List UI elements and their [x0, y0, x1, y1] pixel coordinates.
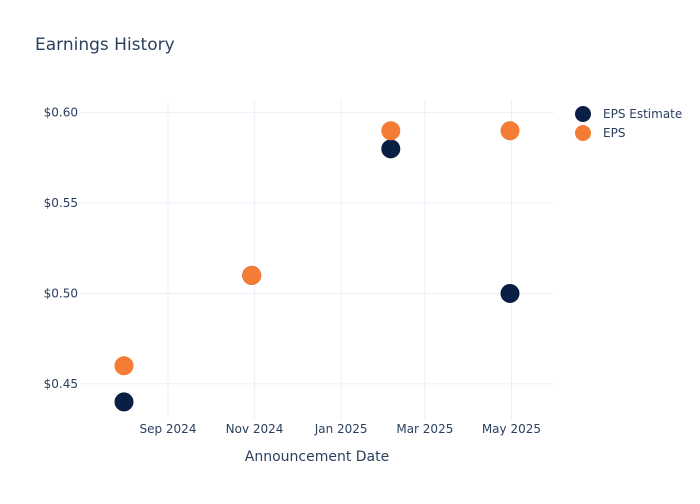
y-tick-label: $0.45 [44, 377, 78, 391]
y-tick-label: $0.50 [44, 286, 78, 300]
x-tick-label: May 2025 [482, 422, 541, 436]
axis-layer: Sep 2024 Nov 2024 Jan 2025 Mar 2025 May 2025… [44, 106, 541, 436]
legend-label: EPS Estimate [603, 107, 682, 121]
legend[interactable]: EPS Estimate EPS [575, 106, 682, 141]
legend-item-eps[interactable]: EPS [575, 125, 625, 141]
eps-estimate-point[interactable] [381, 139, 401, 159]
eps-estimate-point[interactable] [114, 392, 134, 412]
x-tick-label: Sep 2024 [139, 422, 196, 436]
eps-point[interactable] [114, 356, 134, 376]
grid-layer [80, 100, 554, 420]
eps-point[interactable] [242, 265, 262, 285]
y-tick-label: $0.60 [44, 106, 78, 120]
x-axis-title: Announcement Date [245, 449, 389, 465]
x-tick-label: Mar 2025 [396, 422, 453, 436]
chart-title: Earnings History [35, 35, 175, 55]
x-tick-label: Nov 2024 [226, 422, 284, 436]
legend-marker [575, 125, 591, 141]
eps-point[interactable] [381, 121, 401, 141]
eps-point[interactable] [500, 121, 520, 141]
points-layer [114, 121, 520, 412]
legend-label: EPS [603, 126, 625, 140]
legend-marker [575, 106, 591, 122]
eps-estimate-point[interactable] [500, 283, 520, 303]
legend-item-eps-estimate[interactable]: EPS Estimate [575, 106, 682, 122]
x-tick-label: Jan 2025 [314, 422, 368, 436]
y-tick-label: $0.55 [44, 196, 78, 210]
